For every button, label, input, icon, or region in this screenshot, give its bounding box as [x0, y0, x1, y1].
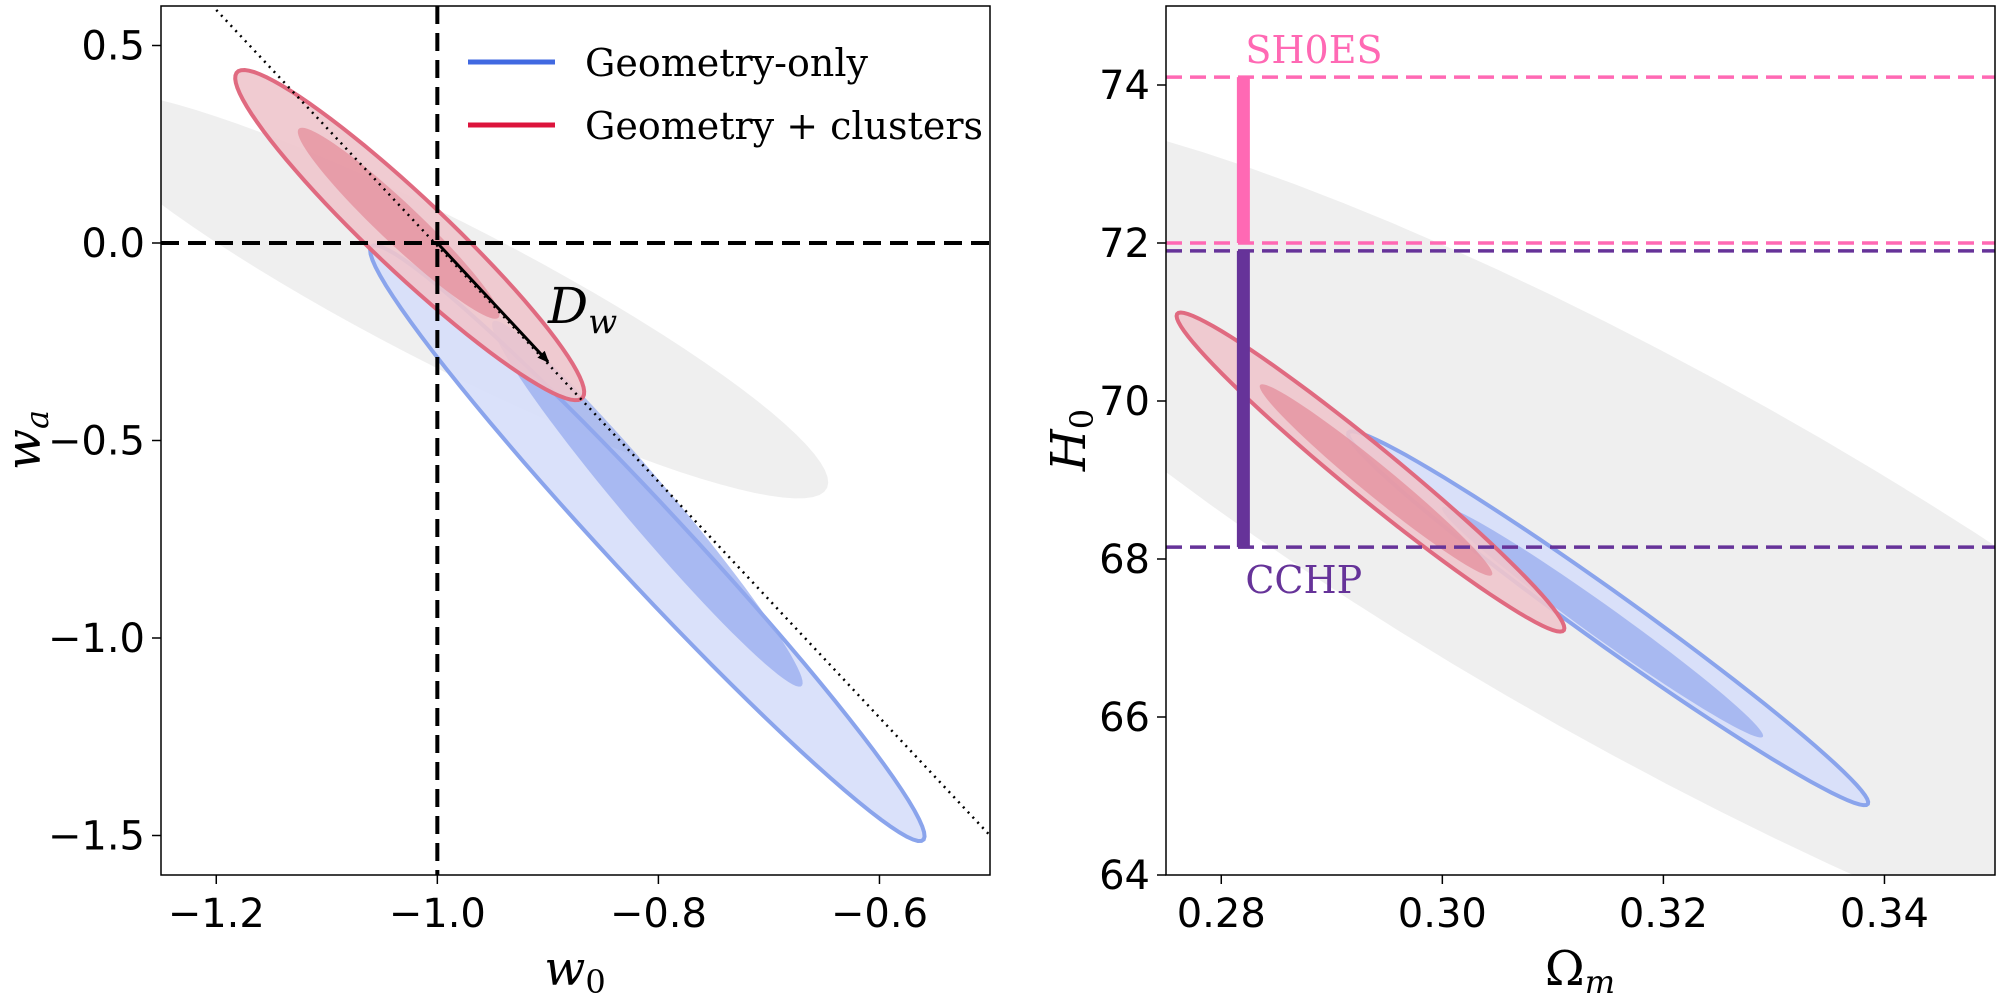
- y-axis-label-subscript: a: [18, 410, 56, 429]
- y-axis-label-symbol: w: [0, 429, 52, 470]
- w0-wa-plot-area: [161, 6, 990, 875]
- w0-wa-panel: −1.2 −1.0 −0.8 −0.60.50.0−0.5−1.0−1.5 w0 wa…: [0, 5, 991, 1000]
- omegam-h0-y-tick-label: 74: [1099, 63, 1150, 109]
- error-bar-label-cchp: CCHP: [1245, 558, 1362, 602]
- w0-wa-y-tick-label: 0.5: [81, 24, 145, 70]
- error-bar-labels: SH0ES CCHP: [1245, 28, 1382, 602]
- arrow-label-symbol: D: [547, 277, 588, 335]
- omegam-h0-y-tick-label: 64: [1099, 853, 1150, 899]
- w0-wa-y-tick-label: −1.0: [48, 616, 145, 662]
- w0-wa-x-tick-label: −0.8: [610, 891, 707, 937]
- omegam-h0-x-tick-label: 0.32: [1619, 891, 1708, 937]
- omegam-h0-x-tick-label: 0.28: [1177, 891, 1266, 937]
- omegam-h0-y-tick-label: 68: [1099, 537, 1150, 583]
- x-axis-label-symbol: w: [544, 941, 585, 997]
- y-axis-label-subscript: 0: [1063, 409, 1101, 429]
- x-axis-label-subscript: 0: [585, 963, 605, 1000]
- w0-wa-y-tick-label: −0.5: [48, 419, 145, 465]
- omegam-h0-contour-geometry-clusters-1-sigma: [1259, 384, 1493, 576]
- omegam-h0-axes-frame: [1165, 5, 1996, 876]
- y-axis-label-wa: wa: [0, 410, 56, 470]
- w0-wa-x-tick-label: −1.2: [168, 891, 265, 937]
- legend: Geometry-only Geometry + clusters: [468, 41, 983, 148]
- arrow-label-subscript: w: [588, 302, 617, 342]
- x-axis-label-subscript: m: [1585, 963, 1615, 1000]
- x-axis-label-omegam: Ωm: [1545, 941, 1615, 1000]
- w0-wa-contour-geometry-only-1-sigma: [492, 320, 803, 687]
- x-axis-label-symbol: Ω: [1545, 941, 1585, 997]
- w0-wa-ticks: −1.2 −1.0 −0.8 −0.6 0.5 0.0 −0.5 −1.0 −1.5: [48, 24, 928, 938]
- w0-wa-y-tick-label: −1.5: [48, 814, 145, 860]
- w0-wa-contour-geometry-clusters-1-sigma: [297, 127, 500, 319]
- y-axis-label-symbol: H: [1041, 428, 1097, 472]
- w0-wa-y-tick-label: 0.0: [81, 221, 145, 267]
- omegam-h0-y-tick-label: 72: [1099, 221, 1150, 267]
- omegam-h0-y-tick-label: 70: [1099, 379, 1150, 425]
- x-axis-label-w0: w0: [544, 941, 605, 1000]
- omegam-h0-ticks: 0.28 0.30 0.32 0.34 64 66 68 70 72 74: [1099, 63, 1929, 937]
- legend-label-geometry-only: Geometry-only: [585, 41, 868, 85]
- dw-arrow: [436, 241, 550, 363]
- omegam-h0-x-tick-label: 0.34: [1840, 891, 1929, 937]
- legend-label-geometry-clusters: Geometry + clusters: [585, 104, 983, 148]
- omegam-h0-panel: 0.28 0.30 0.32 0.34 64 66 68 70 72 74 Ωm H0 SH0ES…: [1041, 5, 1996, 1000]
- w0-wa-x-tick-label: −0.6: [831, 891, 928, 937]
- omegam-h0-x-tick-label: 0.30: [1398, 891, 1487, 937]
- omegam-h0-y-tick-label: 66: [1099, 695, 1150, 741]
- omegam-h0-plot-area: [1166, 75, 1995, 875]
- arrow-label-dw: Dw: [547, 277, 617, 342]
- omegam-h0-contour-prior: [1166, 140, 1995, 875]
- omegam-h0-contour-geometry-only-1-sigma: [1442, 506, 1764, 738]
- w0-wa-x-tick-label: −1.0: [389, 891, 486, 937]
- error-bar-label-sh0es: SH0ES: [1245, 28, 1382, 72]
- y-axis-label-h0: H0: [1041, 409, 1101, 472]
